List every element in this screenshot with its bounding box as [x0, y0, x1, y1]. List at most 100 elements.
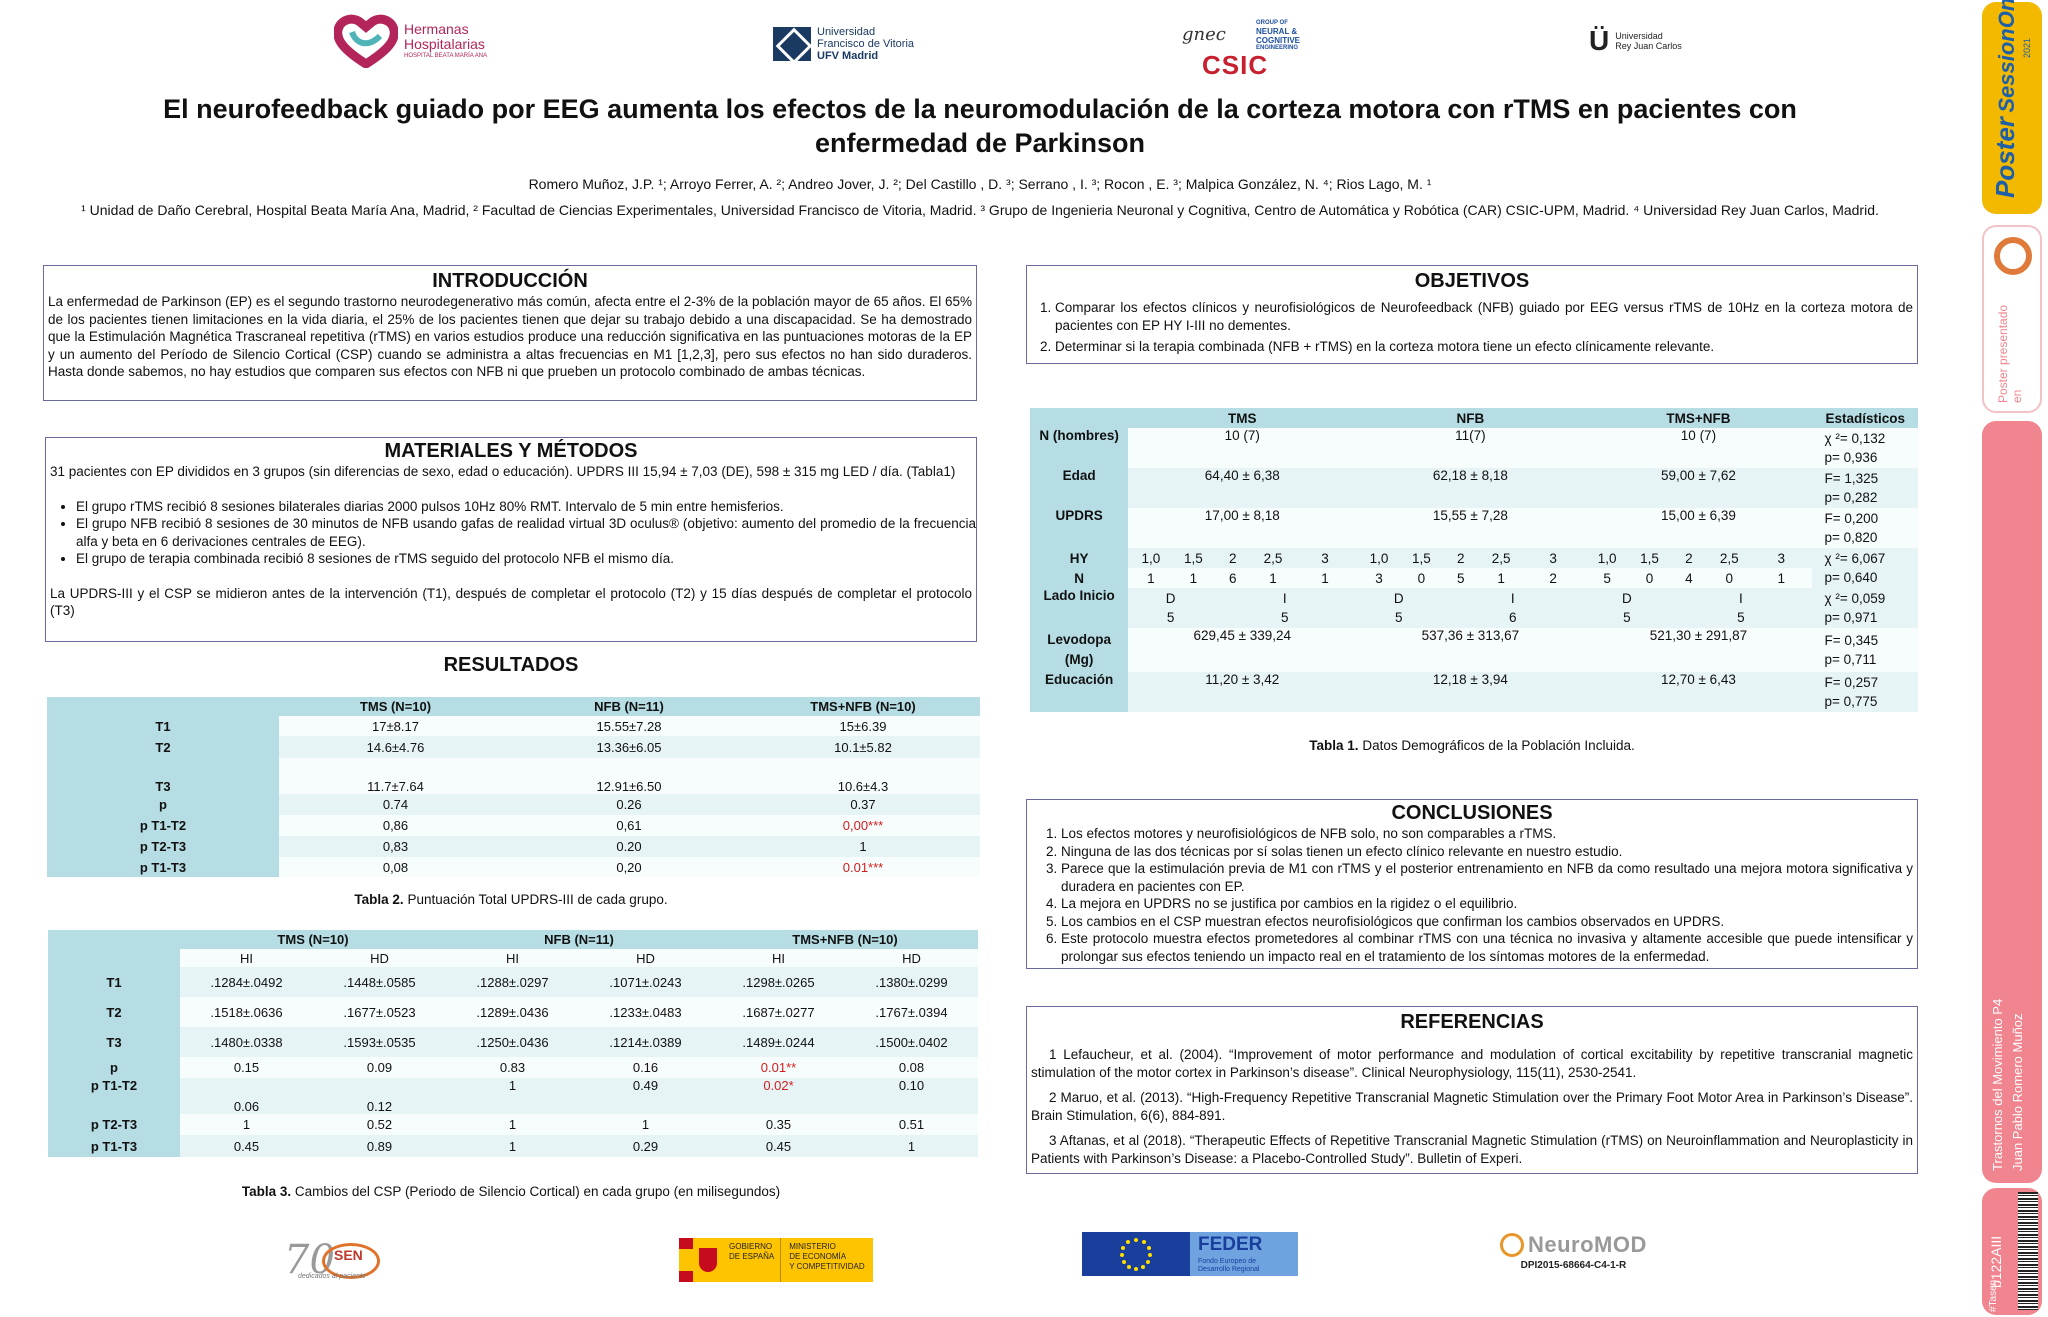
table-3: TMS (N=10) NFB (N=11) TMS+NFB (N=10) HI …: [48, 930, 978, 1157]
logo-text: Universidad: [817, 26, 876, 38]
table-cell: 1: [242, 1117, 251, 1132]
table-cell: 1: [859, 839, 867, 854]
feder-logo: FEDER Fondo Europeo de Desarrollo Region…: [1082, 1232, 1298, 1276]
table-cell: 0.52: [366, 1117, 393, 1132]
table-cell: 0: [1417, 570, 1426, 586]
table-cell: 10 (7): [1224, 428, 1260, 443]
table-header: NFB (N=11): [594, 699, 664, 714]
row-header: T2: [48, 997, 180, 1027]
logo-text: Rey Juan Carlos: [1615, 41, 1682, 51]
table-subheader: HD: [370, 950, 389, 966]
stat-value: F= 0,200: [1824, 511, 1879, 526]
table-header: [1030, 408, 1128, 428]
table-cell: 2,5: [1719, 550, 1739, 566]
congress-logo-icon: [1994, 237, 2032, 275]
table-cell: 1: [508, 1117, 517, 1132]
table-cell: 15.55±7.28: [596, 718, 662, 734]
row-header: HY: [1030, 548, 1129, 568]
objectives-section: OBJETIVOS Comparar los efectos clínicos …: [1026, 265, 1918, 364]
table-subheader: HI: [506, 950, 519, 966]
logo-text: DPI2015-68664-C4-1-R: [1520, 1260, 1627, 1271]
table-cell: 11,20 ± 3,42: [1205, 672, 1280, 687]
row-header: p: [47, 794, 279, 815]
sidebar-info-panel[interactable]: Trastornos del Movimiento P4 Juan Pablo …: [1982, 421, 2042, 1183]
logo-text: SEN: [334, 1247, 363, 1263]
methods-paragraph: 31 pacientes con EP divididos en 3 grupo…: [50, 464, 956, 479]
lado-d: D: [1393, 591, 1404, 606]
table-cell: 3: [1549, 550, 1557, 566]
lado-value: 5: [1623, 610, 1631, 625]
list-item: Parece que la estimulación previa de M1 …: [1061, 860, 1913, 895]
lado-i: I: [1738, 591, 1743, 606]
logo-text: gnec: [1182, 24, 1226, 45]
table-cell: 11(7): [1455, 428, 1486, 443]
table-cell: 0,08: [382, 859, 409, 875]
table-cell: 1,0: [1369, 550, 1389, 566]
table-cell: 0,20: [616, 859, 642, 875]
logo-text: DE ECONOMÍA: [789, 1252, 847, 1261]
table-cell: .1489±.0244: [742, 1034, 815, 1050]
table-cell: 0.16: [632, 1060, 659, 1075]
table-cell: 6: [1228, 570, 1237, 586]
stat-value: χ ²= 6,067: [1824, 551, 1886, 566]
sen-ring-icon: [322, 1243, 380, 1279]
eu-flag-icon: [1082, 1232, 1190, 1276]
logo-text: Hospitalarias: [404, 35, 485, 52]
table-cell: .1677±.0523: [343, 1004, 416, 1020]
urjc-logo: Ü Universidad Rey Juan Carlos: [1589, 25, 1682, 57]
table-cell: 629,45 ± 339,24: [1193, 628, 1292, 643]
logo-text: NeuroMOD: [1528, 1232, 1647, 1257]
table-cell: 0.51: [898, 1117, 925, 1132]
authors: Romero Muñoz, J.P. ¹; Arroyo Ferrer, A. …: [528, 176, 1432, 192]
table-cell: .1284±.0492: [210, 974, 283, 990]
hermanas-hospitalarias-logo: Hermanas Hospitalarias HOSPITAL BEATA MA…: [334, 14, 487, 68]
table-cell: 1,0: [1141, 550, 1161, 566]
stat-value: p= 0,775: [1824, 694, 1878, 709]
table-cell: F= 0,345 p= 0,711: [1812, 628, 1918, 672]
row-header: p T1-T2: [47, 815, 279, 836]
caption-text: Cambios del CSP (Periodo de Silencio Cor…: [291, 1184, 781, 1199]
table-header: [48, 930, 180, 949]
table-cell: 0.45: [233, 1138, 260, 1154]
logo-text: MINISTERIO: [789, 1242, 836, 1251]
caption-label: Tabla 1.: [1309, 738, 1359, 753]
table-cell: 15±6.39: [839, 718, 887, 734]
sidebar-presented-panel[interactable]: Poster presentado en: [1982, 225, 2042, 413]
table-header: TMS+NFB (N=10): [810, 699, 916, 714]
table-cell: 0.49: [632, 1078, 659, 1093]
table-cell: 64,40 ± 6,38: [1204, 468, 1280, 483]
table-header: TMS+NFB: [1666, 410, 1731, 426]
table-cell: 12,18 ± 3,94: [1432, 672, 1508, 687]
list-item: Ninguna de las dos técnicas por sí solas…: [1061, 843, 1913, 861]
lado-value: 6: [1509, 610, 1517, 625]
logo-text: ENGINEERING: [1256, 45, 1299, 51]
row-header: p T1-T3: [47, 857, 279, 877]
row-header: N: [1030, 568, 1129, 588]
table-cell: 3: [1321, 550, 1329, 566]
conclusions-list: Los efectos motores y neurofisiológicos …: [1027, 825, 1917, 965]
table-cell: 17±8.17: [372, 718, 419, 734]
list-item: El grupo rTMS recibió 8 sesiones bilater…: [76, 498, 976, 516]
lado-value: 5: [1280, 610, 1289, 625]
stat-value: p= 0,936: [1824, 450, 1878, 465]
row-header: T1: [48, 967, 180, 997]
list-item: Este protocolo muestra efectos prometedo…: [1061, 930, 1913, 965]
ufv-logo: Universidad Francisco de Vitoria UFV Mad…: [773, 26, 915, 65]
table-cell: .1687±.0277: [742, 1004, 815, 1020]
sidebar-brand-panel[interactable]: Poster SessionOnline 2021: [1982, 0, 2042, 214]
brain-icon: [1500, 1233, 1524, 1257]
table-cell-significant: 0.02*: [763, 1078, 794, 1093]
table-subheader: HD: [902, 950, 921, 966]
table-cell: .1593±.0535: [343, 1034, 416, 1050]
reference-item: 2 Maruo, et al. (2013). “High-Frequency …: [1031, 1090, 1913, 1123]
row-header: Edad: [1030, 468, 1129, 508]
neuromod-logo: NeuroMOD DPI2015-68664-C4-1-R: [1500, 1232, 1647, 1271]
sidebar-code-panel[interactable]: b122AIII #Tasen: [1982, 1188, 2042, 1315]
logo-text: Francisco de Vitoria: [817, 38, 915, 50]
sidebar-brand-text: Poster SessionOnline: [1990, 0, 2021, 198]
intro-section: INTRODUCCIÓN La enfermedad de Parkinson …: [43, 265, 977, 401]
row-header: Lado Inicio: [1030, 588, 1129, 628]
table-header: TMS+NFB (N=10): [792, 932, 898, 947]
table-1: TMS NFB TMS+NFB Estadísticos N (hombres)…: [1030, 408, 1918, 712]
logo-text: GROUP OF: [1256, 20, 1288, 26]
